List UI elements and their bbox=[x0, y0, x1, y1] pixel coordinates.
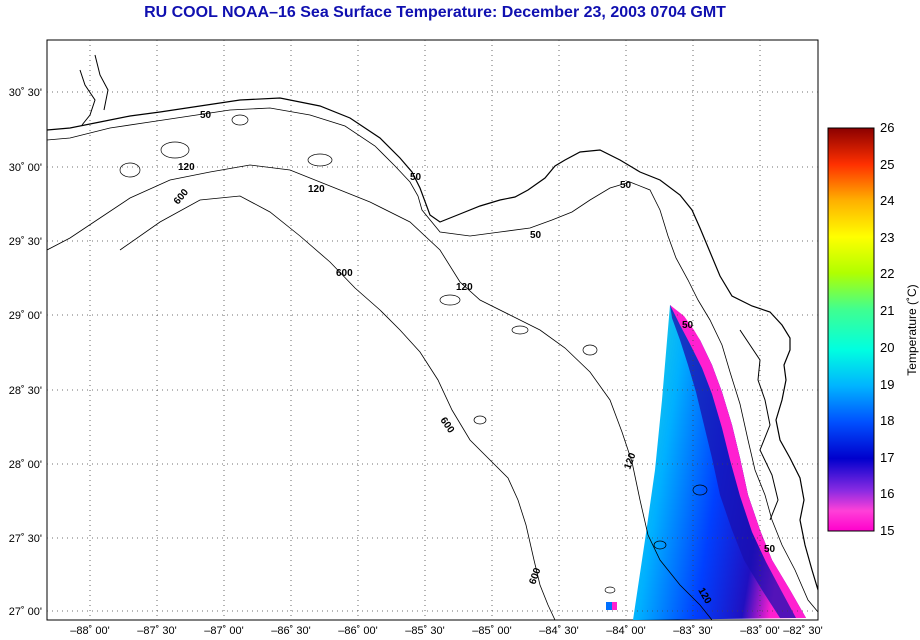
contour-label: 600 bbox=[336, 268, 353, 279]
lat-label: 29˚ 00' bbox=[9, 310, 42, 322]
lat-label: 27˚ 30' bbox=[9, 533, 42, 545]
bathy-features bbox=[119, 114, 708, 594]
map-title: RU COOL NOAA–16 Sea Surface Temperature:… bbox=[144, 4, 726, 21]
colorbar-tick: 23 bbox=[880, 230, 894, 245]
colorbar-tick: 24 bbox=[880, 193, 894, 208]
sst-swath bbox=[606, 305, 806, 620]
lat-label: 27˚ 00' bbox=[9, 606, 42, 618]
contour-label: 50 bbox=[530, 230, 542, 241]
colorbar-scale bbox=[827, 127, 875, 532]
lat-axis: 30˚ 30' 30˚ 00' 29˚ 30' 29˚ 00' 28˚ 30' … bbox=[9, 87, 42, 618]
colorbar-tick: 18 bbox=[880, 413, 894, 428]
colorbar-tick: 17 bbox=[880, 450, 894, 465]
colorbar-tick: 25 bbox=[880, 157, 894, 172]
isobath-50 bbox=[47, 107, 818, 613]
colorbar-tick: 21 bbox=[880, 303, 894, 318]
colorbar-tick: 16 bbox=[880, 486, 894, 501]
contour-label: 50 bbox=[620, 180, 632, 191]
colorbar-ticks: 26 25 24 23 22 21 20 19 18 17 16 15 bbox=[880, 120, 894, 538]
colorbar-tick: 19 bbox=[880, 377, 894, 392]
colorbar-tick: 20 bbox=[880, 340, 894, 355]
lat-label: 30˚ 30' bbox=[9, 87, 42, 99]
coastline bbox=[47, 97, 818, 591]
lon-label: –85˚ 30' bbox=[405, 625, 444, 637]
lon-axis: –88˚ 00' –87˚ 30' –87˚ 00' –86˚ 30' –86˚… bbox=[70, 625, 822, 637]
contour-label: 50 bbox=[764, 544, 776, 555]
contour-label: 50 bbox=[200, 110, 212, 121]
lon-label: –83˚ 00' bbox=[740, 625, 779, 637]
lon-label: –83˚ 30' bbox=[673, 625, 712, 637]
contour-label: 50 bbox=[682, 320, 694, 331]
lat-label: 28˚ 00' bbox=[9, 459, 42, 471]
lon-label: –84˚ 00' bbox=[606, 625, 645, 637]
lat-label: 29˚ 30' bbox=[9, 236, 42, 248]
lon-label: –86˚ 30' bbox=[271, 625, 310, 637]
contour-label: 120 bbox=[178, 162, 195, 173]
lon-label: –85˚ 00' bbox=[472, 625, 511, 637]
lon-label: –88˚ 00' bbox=[70, 625, 109, 637]
colorbar-label: Temperature (˚C) bbox=[905, 284, 919, 375]
lon-label: –82˚ 30' bbox=[783, 625, 822, 637]
lat-lon-grid bbox=[47, 40, 818, 620]
lat-label: 30˚ 00' bbox=[9, 162, 42, 174]
colorbar-tick: 22 bbox=[880, 266, 894, 281]
contour-label: 120 bbox=[308, 184, 325, 195]
lon-label: –86˚ 00' bbox=[338, 625, 377, 637]
colorbar: 26 25 24 23 22 21 20 19 18 17 16 15 Temp… bbox=[827, 120, 919, 538]
lon-label: –87˚ 00' bbox=[204, 625, 243, 637]
isobath-600 bbox=[119, 195, 556, 620]
lon-label: –87˚ 30' bbox=[137, 625, 176, 637]
lat-label: 28˚ 30' bbox=[9, 385, 42, 397]
colorbar-tick: 15 bbox=[880, 523, 894, 538]
isobath-120 bbox=[47, 164, 713, 620]
lon-label: –84˚ 30' bbox=[539, 625, 578, 637]
contour-label: 120 bbox=[456, 282, 473, 293]
colorbar-tick: 26 bbox=[880, 120, 894, 135]
contour-label: 50 bbox=[410, 172, 422, 183]
